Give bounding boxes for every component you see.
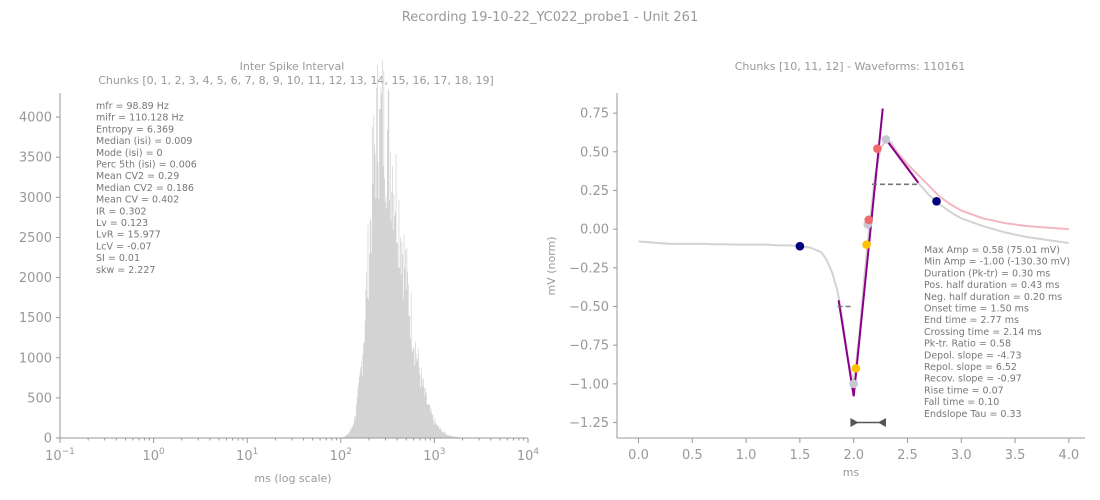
waveform-stat-line: Min Amp = -1.00 (-130.30 mV) xyxy=(924,257,1070,268)
isi-stat-line: LcV = -0.07 xyxy=(96,241,152,252)
isi-stat-line: Perc 5th (isi) = 0.006 xyxy=(96,160,197,171)
isi-histogram-plot: Inter Spike Interval Chunks [0, 1, 2, 3,… xyxy=(19,60,540,485)
waveform-y-tick-label: 0.25 xyxy=(580,184,609,199)
fall-time-marker-start xyxy=(850,418,859,428)
isi-y-tick-label: 3000 xyxy=(19,191,52,206)
waveform-xlabel: ms xyxy=(843,466,860,479)
isi-xlabel: ms (log scale) xyxy=(254,472,331,485)
waveform-x-tick-label: 2.5 xyxy=(897,448,918,463)
waveform-stat-line: Max Amp = 0.58 (75.01 mV) xyxy=(924,245,1060,256)
isi-stat-line: mifr = 110.128 Hz xyxy=(96,113,184,124)
waveform-stat-line: Fall time = 0.10 xyxy=(924,397,999,408)
waveform-y-tick-label: 0.50 xyxy=(580,145,609,160)
waveform-y-tick-label: 0.00 xyxy=(580,223,609,238)
isi-y-tick-label: 1000 xyxy=(19,351,52,366)
isi-stat-line: IR = 0.302 xyxy=(96,206,147,217)
isi-histogram-bars xyxy=(339,60,464,439)
isi-stat-line: Median (isi) = 0.009 xyxy=(96,136,192,147)
waveform-stat-line: Pk-tr. Ratio = 0.58 xyxy=(924,339,1011,350)
isi-x-tick-label: 103 xyxy=(423,447,445,464)
isi-x-tick-label: 10−1 xyxy=(45,447,75,464)
waveform-stats-block: Max Amp = 0.58 (75.01 mV)Min Amp = -1.00… xyxy=(924,245,1070,420)
waveform-stat-line: Endslope Tau = 0.33 xyxy=(924,409,1022,420)
waveform-y-tick-label: −1.00 xyxy=(569,377,609,392)
waveform-stat-line: Rise time = 0.07 xyxy=(924,385,1004,396)
waveform-stat-line: Pos. half duration = 0.43 ms xyxy=(924,280,1059,291)
waveform-x-tick-label: 1.5 xyxy=(790,448,811,463)
waveform-title: Chunks [10, 11, 12] - Waveforms: 110161 xyxy=(735,60,965,73)
isi-y-tick-label: 3500 xyxy=(19,151,52,166)
isi-stat-line: Mean CV = 0.402 xyxy=(96,195,179,206)
slope-line-repol xyxy=(852,108,884,397)
waveform-point-fall-b xyxy=(873,144,882,153)
waveform-y-tick-label: −0.50 xyxy=(569,300,609,315)
waveform-point-onset xyxy=(795,241,805,251)
isi-x-tick-label: 100 xyxy=(142,447,165,464)
waveform-point-fall-a xyxy=(864,215,874,225)
isi-y-tick-label: 2500 xyxy=(19,231,52,246)
isi-stat-line: Median CV2 = 0.186 xyxy=(96,183,194,194)
waveform-y-tick-label: −0.25 xyxy=(569,261,609,276)
isi-bars xyxy=(339,60,464,439)
waveform-point-peak xyxy=(881,135,891,144)
waveform-stat-line: Duration (Pk-tr) = 0.30 ms xyxy=(924,268,1050,279)
waveform-x-tick-label: 3.0 xyxy=(951,448,972,463)
waveform-x-tick-label: 1.0 xyxy=(736,448,757,463)
isi-y-tick-label: 0 xyxy=(44,432,52,447)
waveform-stat-line: Neg. half duration = 0.20 ms xyxy=(924,292,1062,303)
isi-y-tick-label: 500 xyxy=(27,391,52,406)
waveform-stat-line: Onset time = 1.50 ms xyxy=(924,304,1029,315)
isi-x-tick-label: 102 xyxy=(330,447,352,464)
isi-y-tick-label: 2000 xyxy=(19,271,52,286)
isi-stat-line: Mode (isi) = 0 xyxy=(96,148,163,159)
fall-time-marker-end xyxy=(877,418,886,428)
waveform-stat-line: End time = 2.77 ms xyxy=(924,315,1019,326)
isi-y-tick-label: 4000 xyxy=(19,111,52,126)
waveform-stat-line: Repol. slope = 6.52 xyxy=(924,362,1017,373)
recovery-fit-line xyxy=(885,138,1069,231)
isi-stat-line: SI = 0.01 xyxy=(96,253,140,264)
waveform-x-tick-label: 0.5 xyxy=(682,448,703,463)
waveform-point-trough xyxy=(849,379,858,389)
isi-stat-line: skw = 2.227 xyxy=(96,265,155,276)
waveform-x-tick-label: 2.0 xyxy=(843,448,864,463)
waveform-ylabel: mV (norm) xyxy=(545,236,558,295)
waveform-y-tick-label: 0.75 xyxy=(580,107,609,122)
waveform-x-tick-label: 4.0 xyxy=(1059,448,1080,463)
slope-line-depol xyxy=(837,300,855,397)
slope-line-recov xyxy=(885,138,920,184)
isi-stat-line: mfr = 98.89 Hz xyxy=(96,101,169,112)
waveform-y-tick-label: −1.25 xyxy=(569,416,609,431)
waveform-point-rise-90 xyxy=(862,240,871,249)
waveform-plot: Chunks [10, 11, 12] - Waveforms: 110161 … xyxy=(545,60,1085,479)
waveform-point-rise-10 xyxy=(851,364,861,373)
figure-suptitle: Recording 19-10-22_YC022_probe1 - Unit 2… xyxy=(402,10,698,25)
isi-y-tick-label: 1500 xyxy=(19,311,52,326)
waveform-series xyxy=(638,108,1070,428)
waveform-x-tick-label: 0.0 xyxy=(628,448,649,463)
isi-title-line1: Inter Spike Interval xyxy=(240,60,345,73)
isi-x-tick-label: 104 xyxy=(517,447,540,464)
waveform-point-end xyxy=(932,196,941,206)
waveform-y-tick-label: −0.75 xyxy=(569,339,609,354)
isi-stat-line: Mean CV2 = 0.29 xyxy=(96,171,179,182)
isi-stat-line: Lv = 0.123 xyxy=(96,218,148,229)
isi-x-tick-label: 101 xyxy=(236,447,258,464)
waveform-x-tick-label: 3.5 xyxy=(1005,448,1026,463)
isi-title-line2: Chunks [0, 1, 2, 3, 4, 5, 6, 7, 8, 9, 10… xyxy=(98,74,494,87)
waveform-stat-line: Recov. slope = -0.97 xyxy=(924,374,1022,385)
isi-axes: 0 500 1000 1500 2000 2500 3000 3500 4000 10−1 100 1… xyxy=(19,93,540,464)
waveform-axes: −1.25 −1.00 −0.75 −0.50 −0.25 0.00 0.25 0.50 0.7… xyxy=(569,93,1085,463)
isi-stat-line: Entropy = 6.369 xyxy=(96,124,174,135)
waveform-stat-line: Crossing time = 2.14 ms xyxy=(924,327,1042,338)
isi-stat-line: LvR = 15.977 xyxy=(96,230,161,241)
waveform-stat-line: Depol. slope = -4.73 xyxy=(924,350,1022,361)
